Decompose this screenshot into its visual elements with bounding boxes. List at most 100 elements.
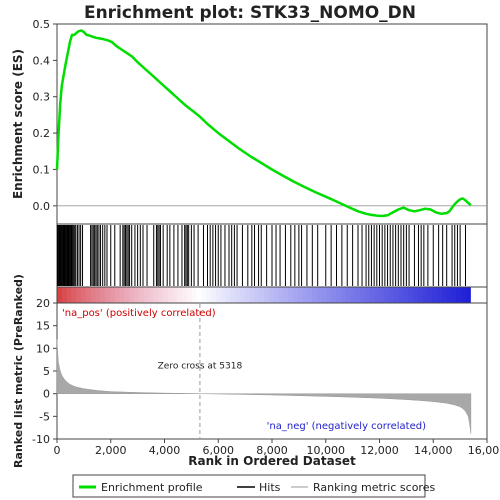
color-bar-segment (437, 287, 443, 303)
color-bar-segment (389, 287, 395, 303)
es-y-tick-label: 0.4 (33, 54, 51, 67)
color-bar-segment (417, 287, 424, 303)
color-bar-segment (119, 287, 125, 303)
color-bar-segment (427, 287, 433, 303)
x-tick-label: 12,000 (360, 444, 399, 457)
color-bar-segment (316, 287, 323, 303)
color-bar-segment (162, 287, 169, 303)
hits-marks (57, 225, 466, 286)
color-bar-segment (297, 287, 303, 303)
es-y-axis: 0.0 0.1 0.2 0.3 0.4 0.5 (33, 18, 57, 213)
color-bar-segment (235, 287, 241, 303)
color-bar-segment (369, 287, 376, 303)
metric-y-tick-label: 0 (43, 388, 50, 401)
color-bar-segment (220, 287, 226, 303)
color-bar-segment (355, 287, 361, 303)
chart-title: Enrichment plot: STK33_NOMO_DN (84, 3, 416, 23)
color-bar-segment (143, 287, 149, 303)
color-bar-segment (100, 287, 106, 303)
x-tick-label: 6,000 (203, 444, 235, 457)
color-bar-segment (451, 287, 457, 303)
color-bar-segment (321, 287, 327, 303)
color-bar-segment (408, 287, 414, 303)
color-bar-segment (288, 287, 294, 303)
color-bar-segment (384, 287, 390, 303)
metric-y-tick-label: 20 (36, 297, 50, 310)
color-bar-segment (422, 287, 429, 303)
metric-y-axis-label: Ranked list metric (PreRanked) (12, 274, 25, 468)
enrichment-profile-line (55, 29, 472, 218)
color-bar-segment (109, 287, 116, 303)
color-bar-segment (153, 287, 159, 303)
es-y-tick-label: 0.3 (33, 91, 51, 104)
legend-label-metric: Ranking metric scores (313, 481, 435, 494)
color-bar-segment (331, 287, 337, 303)
metric-y-tick-label: -5 (39, 410, 50, 423)
color-bar-segment (158, 287, 164, 303)
color-bar-segment (201, 287, 207, 303)
metric-y-axis: -10 -5 0 5 10 15 20 (32, 297, 57, 446)
legend: Enrichment profile Hits Ranking metric s… (72, 474, 435, 498)
color-bar-segment (186, 287, 193, 303)
color-bar-segment (215, 287, 222, 303)
x-tick-label: 14,000 (414, 444, 453, 457)
x-tick-label: 0 (54, 444, 61, 457)
color-bar-segment (254, 287, 260, 303)
color-bar-segment (167, 287, 173, 303)
color-bar-segment (393, 287, 400, 303)
metric-y-tick-label: -10 (32, 433, 50, 446)
color-bar-segment (302, 287, 308, 303)
positive-correlation-label: 'na_pos' (positively correlated) (62, 308, 216, 319)
color-bar-segment (278, 287, 284, 303)
color-bar-segment (177, 287, 183, 303)
color-bar-segment (90, 287, 96, 303)
x-tick-label: 2,000 (95, 444, 127, 457)
color-bar-segment (326, 287, 332, 303)
es-y-tick-label: 0.0 (33, 200, 51, 213)
color-bar-segment (138, 287, 145, 303)
color-bar-segment (148, 287, 154, 303)
color-bar-segment (336, 287, 342, 303)
legend-label-profile: Enrichment profile (101, 481, 203, 494)
color-bar-segment (206, 287, 212, 303)
rank-color-bar (57, 287, 487, 303)
color-bar-segment (466, 287, 472, 303)
legend-label-hits: Hits (259, 481, 281, 494)
x-tick-label: 10,000 (307, 444, 346, 457)
color-bar-blank (470, 287, 487, 303)
metric-panel-frame (56, 302, 488, 440)
color-bar-segment (95, 287, 101, 303)
x-axis-label: Rank in Ordered Dataset (188, 454, 356, 468)
color-bar-segment (292, 287, 299, 303)
x-tick-label: 4,000 (149, 444, 181, 457)
es-y-tick-label: 0.2 (33, 127, 51, 140)
color-bar-segment (283, 287, 289, 303)
color-bar-segment (379, 287, 385, 303)
color-bar-segment (259, 287, 265, 303)
color-bar-segment (196, 287, 202, 303)
color-bar-segment (432, 287, 438, 303)
color-bar-segment (182, 287, 188, 303)
color-bar-segment (403, 287, 409, 303)
color-bar-segment (263, 287, 270, 303)
color-bar-segment (374, 287, 380, 303)
color-bar-segment (413, 287, 419, 303)
color-bar-segment (345, 287, 352, 303)
color-bar-segment (57, 287, 63, 303)
color-bar-segment (340, 287, 347, 303)
es-y-tick-label: 0.5 (33, 18, 51, 31)
color-bar-segment (268, 287, 275, 303)
metric-y-tick-label: 10 (36, 342, 50, 355)
color-bar-segment (461, 287, 467, 303)
color-bar-segment (230, 287, 236, 303)
color-bar-segment (307, 287, 313, 303)
color-bar-segment (456, 287, 462, 303)
color-bar-segment (360, 287, 366, 303)
color-bar-segment (81, 287, 87, 303)
color-bar-segment (249, 287, 255, 303)
zero-cross-label: Zero cross at 5318 (158, 362, 243, 372)
ranking-metric-area (56, 339, 472, 434)
color-bar-segment (365, 287, 371, 303)
color-bar-segment (114, 287, 121, 303)
